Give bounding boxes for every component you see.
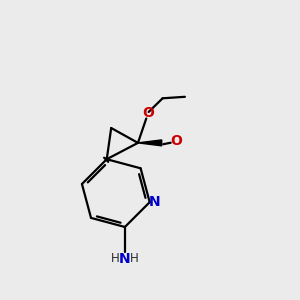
Text: H: H bbox=[111, 252, 120, 265]
Text: O: O bbox=[142, 106, 154, 120]
Text: O: O bbox=[170, 134, 182, 148]
Polygon shape bbox=[138, 140, 162, 146]
Text: N: N bbox=[149, 195, 161, 209]
Text: H: H bbox=[130, 252, 139, 265]
Text: N: N bbox=[119, 252, 131, 266]
